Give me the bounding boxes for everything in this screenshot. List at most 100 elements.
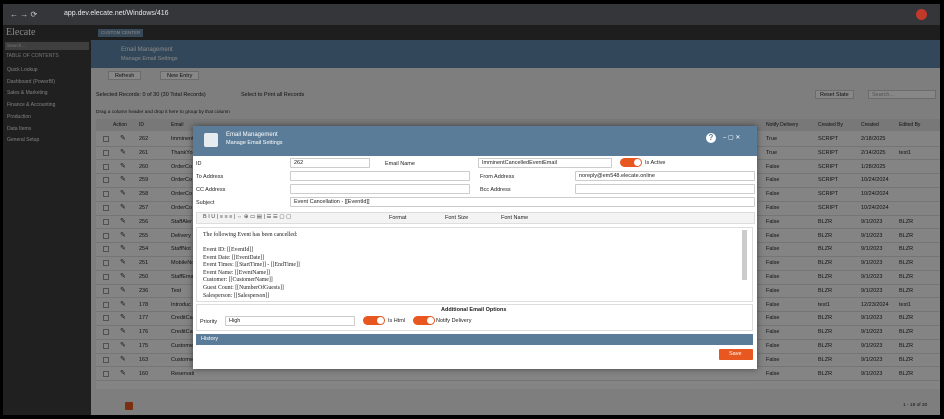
text-input[interactable]	[290, 171, 470, 181]
row-checkbox[interactable]	[103, 232, 109, 239]
cell: Reservati	[171, 370, 195, 377]
row-checkbox[interactable]	[103, 177, 109, 184]
history-bar[interactable]: History	[196, 334, 753, 345]
row-checkbox[interactable]	[103, 370, 109, 377]
edit-icon[interactable]: ✎	[120, 162, 126, 170]
edit-icon[interactable]: ✎	[120, 176, 126, 184]
row-checkbox[interactable]	[103, 356, 109, 363]
text-input[interactable]: ImminentCancelledEventEmail	[478, 158, 612, 168]
edit-icon[interactable]: ✎	[120, 286, 126, 294]
row-checkbox[interactable]	[103, 287, 109, 294]
edit-icon[interactable]: ✎	[120, 245, 126, 253]
sidebar-search[interactable]: Search...	[5, 42, 89, 50]
cell: 175	[139, 343, 149, 349]
center-button[interactable]: CUSTOM CENTER	[98, 29, 144, 37]
edit-icon[interactable]: ✎	[120, 369, 126, 377]
edit-icon[interactable]: ✎	[120, 259, 126, 267]
cell: ThankYo	[171, 149, 193, 156]
font-name-select[interactable]: Font Name	[501, 215, 529, 221]
edit-icon[interactable]: ✎	[120, 190, 126, 198]
row-checkbox[interactable]	[103, 149, 109, 156]
print-all[interactable]: Select to Print all Records	[241, 92, 305, 98]
grid-search[interactable]: Search...	[868, 90, 936, 99]
cell: BLZR	[818, 315, 833, 322]
nav-item[interactable]: Production	[7, 113, 31, 120]
font-size-select[interactable]: Font Size	[445, 215, 469, 221]
window-buttons[interactable]: – ▢ ✕	[723, 135, 741, 141]
html-toggle[interactable]	[363, 316, 385, 325]
new-entry-button[interactable]: New Entry	[160, 71, 200, 80]
edit-icon[interactable]: ✎	[120, 328, 126, 336]
edit-icon[interactable]: ✎	[120, 217, 126, 225]
cell: SCRIPT	[818, 177, 839, 184]
text-input[interactable]	[290, 184, 470, 194]
cell: 10/24/2024	[861, 177, 889, 184]
column-header[interactable]: Action	[113, 122, 127, 128]
cell: 257	[139, 205, 149, 211]
cell: BLZR	[818, 370, 833, 377]
cell: BLZR	[899, 343, 914, 349]
row-checkbox[interactable]	[103, 205, 109, 211]
column-header[interactable]: Email	[171, 122, 184, 128]
column-header[interactable]: ID	[139, 122, 144, 128]
notify-toggle[interactable]	[413, 316, 435, 325]
row-checkbox[interactable]	[103, 329, 109, 336]
row-checkbox[interactable]	[103, 163, 109, 170]
format-buttons[interactable]: B I U | ≡ ≡ ≡ | ⇔ ⊕ ▭ ▤ | ☰ ☰ ▢ ▢	[203, 214, 292, 220]
refresh-button[interactable]: Refresh	[108, 71, 142, 80]
column-header[interactable]: Notify Delivery	[766, 122, 799, 128]
page-subtitle: Manage Email Settings	[121, 56, 178, 62]
row-checkbox[interactable]	[103, 246, 109, 253]
cell: BLZR	[899, 315, 914, 322]
cell: 260	[139, 163, 149, 170]
column-header[interactable]: Created	[861, 122, 879, 128]
row-checkbox[interactable]	[103, 301, 109, 308]
priority-select[interactable]: High	[225, 316, 355, 326]
row-checkbox[interactable]	[103, 136, 109, 142]
row-checkbox[interactable]	[103, 191, 109, 198]
cell: BLZR	[899, 356, 914, 363]
edit-icon[interactable]: ✎	[120, 355, 126, 363]
edit-icon[interactable]: ✎	[120, 204, 126, 211]
cell: 261	[139, 149, 149, 156]
page-number[interactable]	[125, 402, 133, 410]
text-input[interactable]: Event Cancellation - [[EventId]]	[290, 197, 755, 207]
row-checkbox[interactable]	[103, 274, 109, 280]
edit-icon[interactable]: ✎	[120, 231, 126, 239]
field-label: Is Active	[645, 160, 666, 166]
text-input[interactable]	[575, 184, 755, 194]
row-checkbox[interactable]	[103, 260, 109, 267]
nav-item[interactable]: Dashboard (PowerBI)	[7, 78, 56, 85]
text-input[interactable]: 262	[290, 158, 370, 168]
format-select[interactable]: Format	[389, 215, 407, 221]
help-button[interactable]: ?	[706, 133, 716, 143]
nav-item[interactable]: Data Items	[7, 125, 32, 132]
reset-state[interactable]: Reset State	[815, 90, 854, 99]
edit-icon[interactable]: ✎	[120, 314, 126, 322]
edit-icon[interactable]: ✎	[120, 148, 126, 156]
toc: TABLE OF CONTENTS	[6, 53, 59, 59]
cell: False	[766, 301, 780, 308]
edit-icon[interactable]: ✎	[120, 135, 126, 142]
column-header[interactable]: Edited By	[899, 122, 921, 128]
row-checkbox[interactable]	[103, 343, 109, 349]
edit-icon[interactable]: ✎	[120, 342, 126, 349]
cell: BLZR	[818, 287, 833, 294]
active-toggle[interactable]	[620, 158, 642, 167]
cell: True	[766, 136, 778, 142]
save-button[interactable]: Save	[719, 349, 753, 360]
row-checkbox[interactable]	[103, 315, 109, 322]
cell: 9/1/2023	[861, 232, 883, 239]
nav-item[interactable]: Quick Lookup	[7, 67, 38, 73]
column-header[interactable]: Created By	[818, 122, 844, 128]
nav-item[interactable]: General Setup	[7, 137, 40, 144]
text-input[interactable]: noreply@em548.elecate.online	[575, 171, 755, 181]
nav-item[interactable]: Finance & Accounting	[7, 102, 56, 109]
cell: Custome	[171, 356, 194, 363]
row-checkbox[interactable]	[103, 218, 109, 225]
nav-item[interactable]: Sales & Marketing	[7, 90, 48, 97]
edit-icon[interactable]: ✎	[120, 273, 126, 280]
url[interactable]: app.dev.elecate.net/Windows/416	[64, 10, 169, 17]
edit-icon[interactable]: ✎	[120, 300, 126, 308]
nav-buttons[interactable]: ← → ⟳	[10, 10, 38, 19]
